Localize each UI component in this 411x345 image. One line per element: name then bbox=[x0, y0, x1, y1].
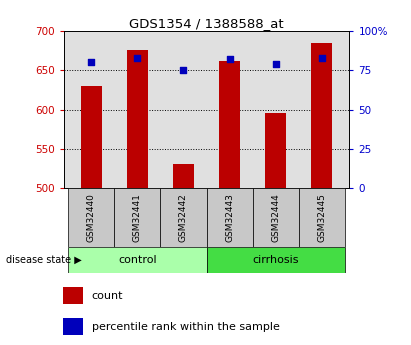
Bar bbox=[63, 287, 83, 304]
Text: count: count bbox=[92, 291, 123, 301]
Text: disease state ▶: disease state ▶ bbox=[6, 255, 82, 265]
Point bbox=[319, 55, 325, 60]
Bar bbox=[312, 43, 332, 188]
Text: control: control bbox=[118, 255, 157, 265]
Bar bbox=[160, 188, 207, 247]
Point bbox=[226, 57, 233, 62]
Point bbox=[134, 55, 141, 60]
Bar bbox=[265, 114, 286, 188]
Text: GSM32442: GSM32442 bbox=[179, 193, 188, 242]
Bar bbox=[63, 318, 83, 335]
Bar bbox=[219, 61, 240, 188]
Bar bbox=[81, 86, 102, 188]
Title: GDS1354 / 1388588_at: GDS1354 / 1388588_at bbox=[129, 17, 284, 30]
Text: GSM32444: GSM32444 bbox=[271, 193, 280, 242]
Bar bbox=[68, 247, 206, 273]
Bar bbox=[299, 188, 345, 247]
Bar bbox=[114, 188, 160, 247]
Text: GSM32443: GSM32443 bbox=[225, 193, 234, 242]
Text: percentile rank within the sample: percentile rank within the sample bbox=[92, 322, 279, 332]
Bar bbox=[206, 247, 345, 273]
Point bbox=[272, 61, 279, 67]
Bar bbox=[206, 188, 253, 247]
Bar bbox=[173, 165, 194, 188]
Bar bbox=[253, 188, 299, 247]
Text: GSM32445: GSM32445 bbox=[317, 193, 326, 242]
Bar bbox=[68, 188, 114, 247]
Text: cirrhosis: cirrhosis bbox=[252, 255, 299, 265]
Text: GSM32441: GSM32441 bbox=[133, 193, 142, 242]
Point bbox=[180, 68, 187, 73]
Text: GSM32440: GSM32440 bbox=[87, 193, 96, 242]
Point bbox=[88, 60, 95, 65]
Bar bbox=[127, 50, 148, 188]
